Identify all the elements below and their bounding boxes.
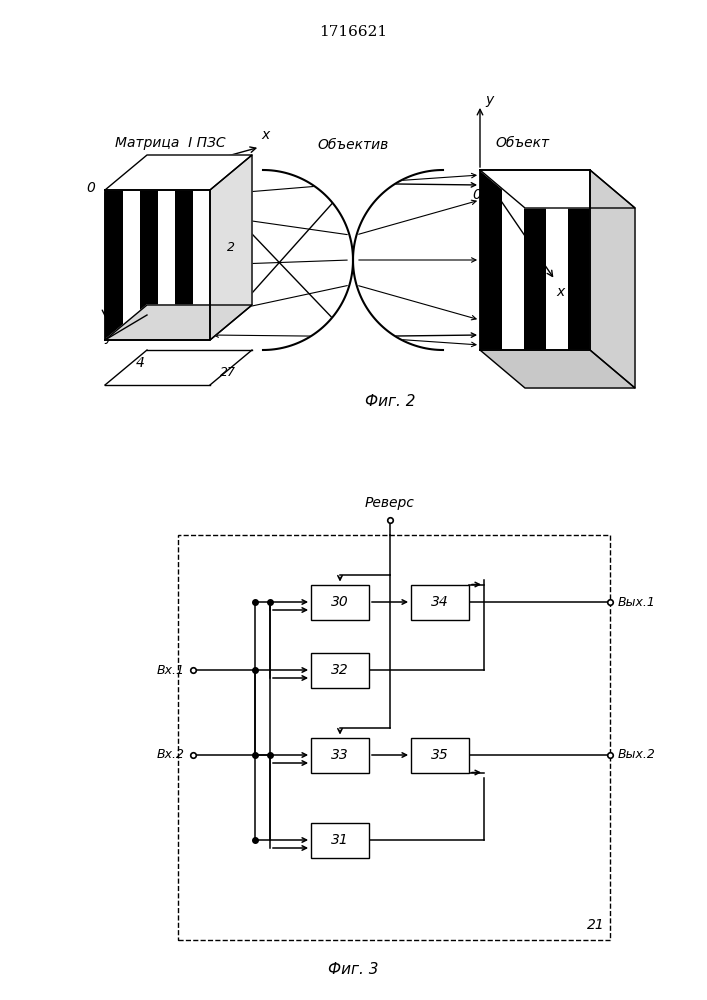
Bar bbox=[175, 190, 192, 340]
Text: 31: 31 bbox=[331, 833, 349, 847]
Polygon shape bbox=[480, 350, 635, 388]
Bar bbox=[480, 170, 502, 350]
Text: 27: 27 bbox=[220, 365, 236, 378]
Text: Объектив: Объектив bbox=[317, 138, 389, 152]
Bar bbox=[546, 170, 568, 350]
Bar bbox=[502, 170, 524, 350]
Text: Вх.1: Вх.1 bbox=[157, 664, 185, 676]
Text: Вых.2: Вых.2 bbox=[618, 748, 656, 762]
Bar bbox=[568, 170, 590, 350]
Text: y: y bbox=[485, 93, 493, 107]
Text: 34: 34 bbox=[431, 595, 449, 609]
Bar bbox=[411, 738, 469, 772]
Bar bbox=[311, 738, 369, 772]
Text: Объект: Объект bbox=[495, 136, 549, 150]
Polygon shape bbox=[105, 155, 252, 190]
Text: x: x bbox=[556, 285, 564, 299]
Bar bbox=[311, 822, 369, 857]
Text: 33: 33 bbox=[331, 748, 349, 762]
Text: 4: 4 bbox=[136, 356, 144, 370]
Text: 32: 32 bbox=[331, 663, 349, 677]
Text: 30: 30 bbox=[331, 595, 349, 609]
Bar bbox=[140, 190, 158, 340]
Text: 35: 35 bbox=[431, 748, 449, 762]
Text: 21: 21 bbox=[588, 918, 605, 932]
Text: Матрица  I ПЗС: Матрица I ПЗС bbox=[115, 136, 226, 150]
Text: 2: 2 bbox=[227, 241, 235, 254]
Text: 0: 0 bbox=[86, 181, 95, 195]
Text: Фиг. 3: Фиг. 3 bbox=[328, 962, 378, 978]
Text: Реверс: Реверс bbox=[365, 496, 415, 510]
Text: 0: 0 bbox=[472, 188, 481, 202]
Polygon shape bbox=[590, 170, 635, 388]
Bar bbox=[158, 190, 175, 340]
Polygon shape bbox=[105, 305, 252, 340]
Text: Вх.2: Вх.2 bbox=[157, 748, 185, 762]
Text: 1716621: 1716621 bbox=[319, 25, 387, 39]
Text: Фиг. 2: Фиг. 2 bbox=[365, 394, 415, 410]
Bar bbox=[192, 190, 210, 340]
Bar bbox=[311, 652, 369, 688]
Bar bbox=[524, 170, 546, 350]
Polygon shape bbox=[210, 155, 252, 340]
Text: Вых.1: Вых.1 bbox=[618, 595, 656, 608]
Bar bbox=[311, 584, 369, 619]
Bar bbox=[105, 190, 122, 340]
Bar bbox=[411, 584, 469, 619]
Bar bbox=[122, 190, 140, 340]
Bar bbox=[178, 535, 610, 940]
Text: y: y bbox=[104, 330, 112, 344]
Text: x: x bbox=[261, 128, 269, 142]
Polygon shape bbox=[480, 170, 635, 208]
Polygon shape bbox=[263, 170, 443, 350]
